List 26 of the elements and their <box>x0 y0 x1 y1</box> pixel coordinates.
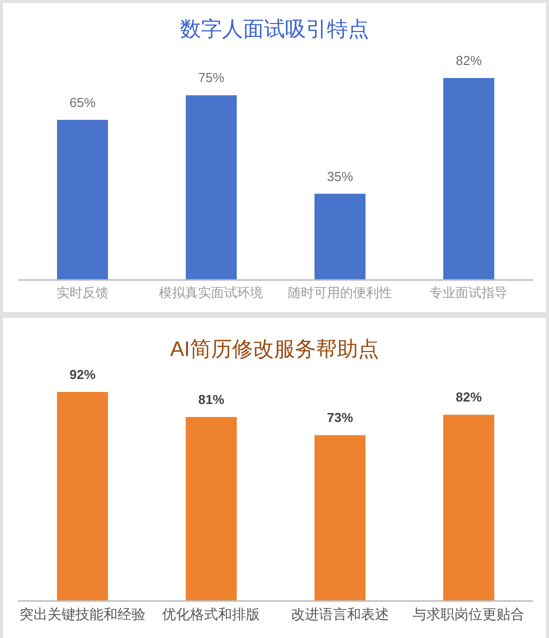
chart-title: 数字人面试吸引特点 <box>179 17 370 43</box>
data-label: 35% <box>326 168 354 184</box>
data-label: 75% <box>198 70 225 86</box>
x-tick-label: 优化格式和排版 <box>162 606 260 622</box>
x-tick-label: 模拟真实面试环境 <box>159 285 264 300</box>
x-tick-label: 与求职岗位更贴合 <box>412 606 525 622</box>
data-label: 65% <box>69 94 96 110</box>
data-label: 82% <box>456 390 482 405</box>
bar <box>314 435 366 601</box>
x-tick-label: 突出关键技能和经验 <box>19 606 146 622</box>
bar <box>57 392 108 601</box>
x-tick-label: 随时可用的便利性 <box>288 285 392 300</box>
x-tick-label: 专业面试指导 <box>430 285 508 300</box>
data-label: 82% <box>456 53 482 68</box>
bar <box>443 414 494 601</box>
data-label: 92% <box>69 367 96 382</box>
x-tick-label: 实时反馈 <box>56 285 108 300</box>
data-label: 81% <box>198 392 225 407</box>
bar <box>443 78 494 280</box>
bar <box>186 416 237 601</box>
bar <box>57 120 108 280</box>
x-tick-label: 改进语言和表述 <box>290 606 389 622</box>
bar <box>314 194 366 280</box>
bar <box>186 95 237 280</box>
chart-title: AI简历修改服务帮助点 <box>169 337 380 363</box>
data-label: 73% <box>326 410 354 426</box>
